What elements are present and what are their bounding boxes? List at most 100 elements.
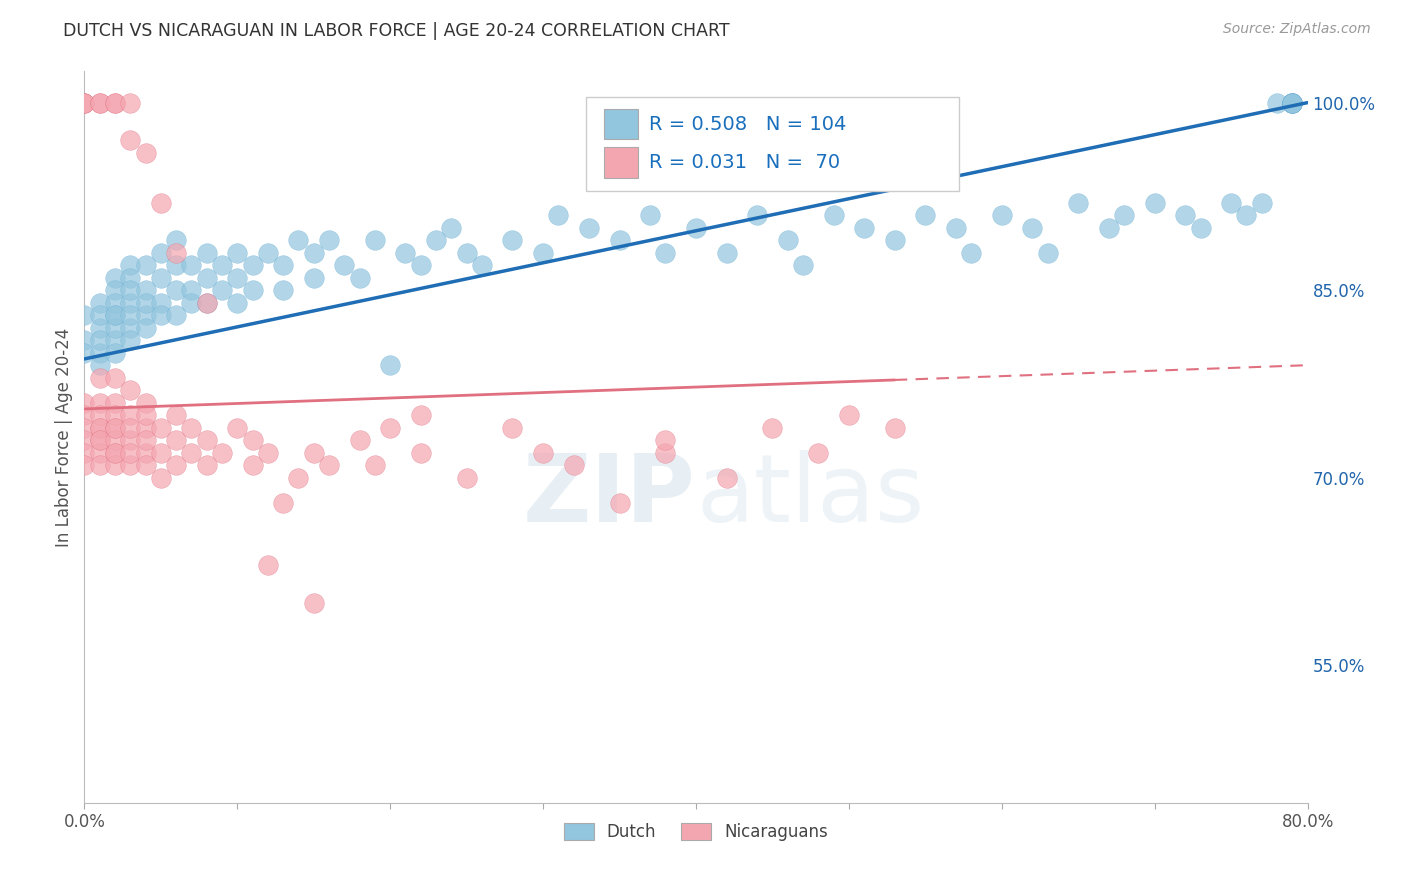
Point xyxy=(1143,195,1166,210)
Point xyxy=(135,408,157,422)
Point xyxy=(89,345,111,359)
Point xyxy=(89,434,111,448)
Text: Source: ZipAtlas.com: Source: ZipAtlas.com xyxy=(1223,22,1371,37)
Point xyxy=(165,283,187,297)
Point xyxy=(165,458,187,473)
Point xyxy=(1281,95,1303,110)
Point xyxy=(195,295,218,310)
Point xyxy=(149,195,172,210)
Point xyxy=(318,458,340,473)
Point xyxy=(120,295,142,310)
Point xyxy=(149,471,172,485)
Point xyxy=(73,95,96,110)
Point xyxy=(257,245,280,260)
Point xyxy=(104,370,127,384)
Point xyxy=(104,458,127,473)
Point xyxy=(73,434,96,448)
Point xyxy=(242,458,264,473)
Point xyxy=(364,458,387,473)
Point xyxy=(471,258,494,272)
Point xyxy=(165,258,187,272)
Point xyxy=(226,420,249,434)
Point xyxy=(104,295,127,310)
Point xyxy=(89,95,111,110)
Point xyxy=(89,458,111,473)
Point xyxy=(120,320,142,334)
Point xyxy=(364,233,387,247)
Point xyxy=(149,245,172,260)
Point xyxy=(104,320,127,334)
Point xyxy=(149,270,172,285)
FancyBboxPatch shape xyxy=(586,97,959,191)
Text: DUTCH VS NICARAGUAN IN LABOR FORCE | AGE 20-24 CORRELATION CHART: DUTCH VS NICARAGUAN IN LABOR FORCE | AGE… xyxy=(63,22,730,40)
Point xyxy=(135,295,157,310)
Point xyxy=(135,145,157,160)
Point xyxy=(380,358,402,372)
Point xyxy=(73,308,96,322)
Point xyxy=(716,245,738,260)
Point xyxy=(380,420,402,434)
Point xyxy=(73,95,96,110)
Bar xyxy=(605,109,638,139)
Point xyxy=(73,408,96,422)
Point xyxy=(195,295,218,310)
Point xyxy=(1281,95,1303,110)
Point xyxy=(349,270,371,285)
Point xyxy=(287,233,309,247)
Point xyxy=(1265,95,1288,110)
Point xyxy=(242,283,264,297)
Point xyxy=(180,295,202,310)
Point xyxy=(73,420,96,434)
Point xyxy=(562,458,585,473)
Point xyxy=(135,395,157,409)
Point xyxy=(409,408,432,422)
Point xyxy=(257,558,280,573)
Point xyxy=(120,133,142,147)
Point xyxy=(456,245,478,260)
Point xyxy=(104,408,127,422)
Point xyxy=(654,434,676,448)
Point xyxy=(1021,220,1043,235)
Point xyxy=(120,434,142,448)
Y-axis label: In Labor Force | Age 20-24: In Labor Force | Age 20-24 xyxy=(55,327,73,547)
Point xyxy=(165,408,187,422)
Point xyxy=(104,420,127,434)
Point xyxy=(195,458,218,473)
Point xyxy=(104,95,127,110)
Point xyxy=(654,245,676,260)
Point xyxy=(318,233,340,247)
Point xyxy=(104,446,127,460)
Point xyxy=(271,258,294,272)
Point xyxy=(120,95,142,110)
Point xyxy=(104,333,127,347)
Point xyxy=(716,471,738,485)
Point xyxy=(776,233,799,247)
Point xyxy=(945,220,967,235)
Point xyxy=(104,420,127,434)
Point xyxy=(73,333,96,347)
Point xyxy=(211,446,233,460)
Point xyxy=(502,233,524,247)
Point xyxy=(1174,208,1197,222)
Point xyxy=(135,283,157,297)
Point xyxy=(195,270,218,285)
Point xyxy=(89,95,111,110)
Point xyxy=(853,220,876,235)
Point xyxy=(104,270,127,285)
Point xyxy=(409,258,432,272)
Point xyxy=(120,446,142,460)
Point xyxy=(165,308,187,322)
Text: ZIP: ZIP xyxy=(523,450,696,541)
Point xyxy=(149,308,172,322)
Point xyxy=(149,295,172,310)
Point xyxy=(547,208,569,222)
Point xyxy=(149,420,172,434)
Point xyxy=(73,345,96,359)
Point xyxy=(1067,195,1090,210)
Point xyxy=(257,446,280,460)
Point xyxy=(73,95,96,110)
Point xyxy=(135,458,157,473)
Point xyxy=(792,258,814,272)
Point xyxy=(120,283,142,297)
Point xyxy=(120,383,142,397)
